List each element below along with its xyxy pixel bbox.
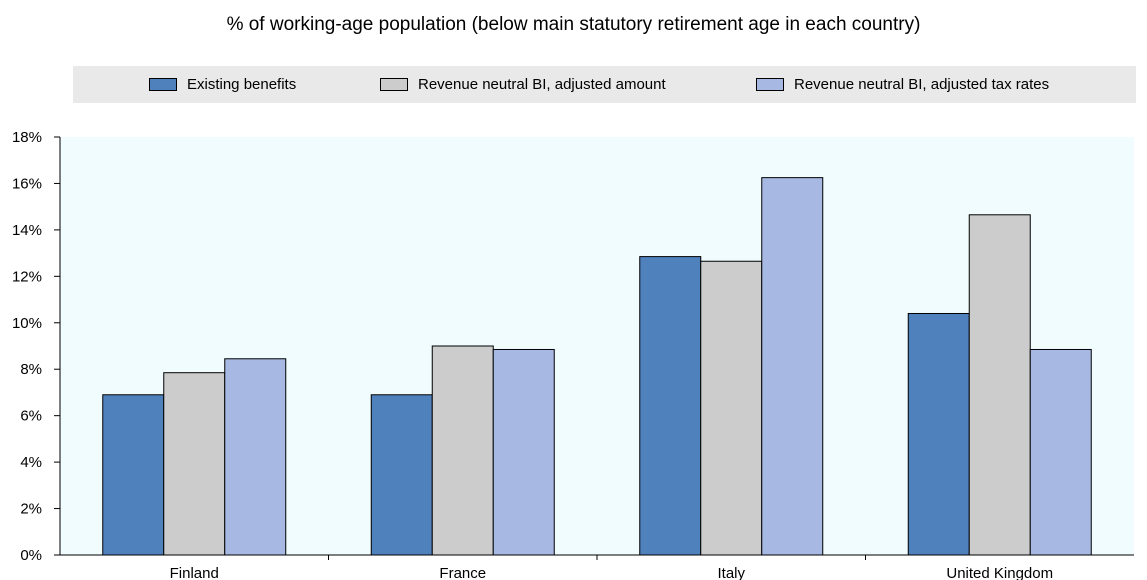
- y-tick-label: 4%: [20, 454, 42, 471]
- y-tick-label: 12%: [12, 268, 42, 285]
- legend-swatch-existing-benefits: [149, 78, 177, 91]
- y-tick-label: 10%: [12, 315, 42, 332]
- legend-label-adjusted-tax-rates: Revenue neutral BI, adjusted tax rates: [794, 76, 1050, 93]
- legend-label-existing-benefits: Existing benefits: [187, 76, 297, 93]
- y-tick-label: 14%: [12, 222, 42, 239]
- bar-existing-benefits-united-kingdom: [907, 312, 970, 556]
- chart-title: % of working-age population (below main …: [226, 14, 921, 35]
- bar-revenue-neutral-bi-adjusted-tax-rates-finland: [224, 358, 287, 556]
- bar-existing-benefits-france: [370, 394, 433, 556]
- x-tick-label: France: [439, 565, 486, 580]
- legend-label-adjusted-amount: Revenue neutral BI, adjusted amount: [418, 76, 666, 93]
- legend-item-existing-benefits: Existing benefits: [149, 66, 296, 103]
- y-tick-label: 0%: [20, 547, 42, 564]
- y-tick-label: 18%: [12, 129, 42, 146]
- y-tick-label: 8%: [20, 361, 42, 378]
- x-tick-label: Italy: [717, 565, 745, 580]
- bar-existing-benefits-finland: [102, 394, 165, 556]
- y-tick-label: 2%: [20, 501, 42, 518]
- bar-revenue-neutral-bi-adjusted-tax-rates-united-kingdom: [1029, 348, 1092, 556]
- legend-item-adjusted-amount: Revenue neutral BI, adjusted amount: [380, 66, 666, 103]
- bar-revenue-neutral-bi-adjusted-amount-italy: [700, 260, 763, 556]
- bar-revenue-neutral-bi-adjusted-tax-rates-italy: [761, 177, 824, 556]
- legend-item-adjusted-tax-rates: Revenue neutral BI, adjusted tax rates: [756, 66, 1049, 103]
- legend-swatch-adjusted-tax-rates: [756, 78, 784, 91]
- y-tick-label: 16%: [12, 175, 42, 192]
- bar-revenue-neutral-bi-adjusted-amount-finland: [163, 372, 226, 556]
- legend-swatch-adjusted-amount: [380, 78, 408, 91]
- legend: Existing benefits Revenue neutral BI, ad…: [73, 66, 1136, 103]
- y-tick-label: 6%: [20, 408, 42, 425]
- x-tick-label: Finland: [170, 565, 219, 580]
- bar-revenue-neutral-bi-adjusted-tax-rates-france: [492, 348, 555, 556]
- bar-revenue-neutral-bi-adjusted-amount-united-kingdom: [968, 214, 1031, 556]
- x-tick-label: United Kingdom: [946, 565, 1053, 580]
- bar-revenue-neutral-bi-adjusted-amount-france: [431, 345, 494, 556]
- bar-existing-benefits-italy: [639, 256, 702, 556]
